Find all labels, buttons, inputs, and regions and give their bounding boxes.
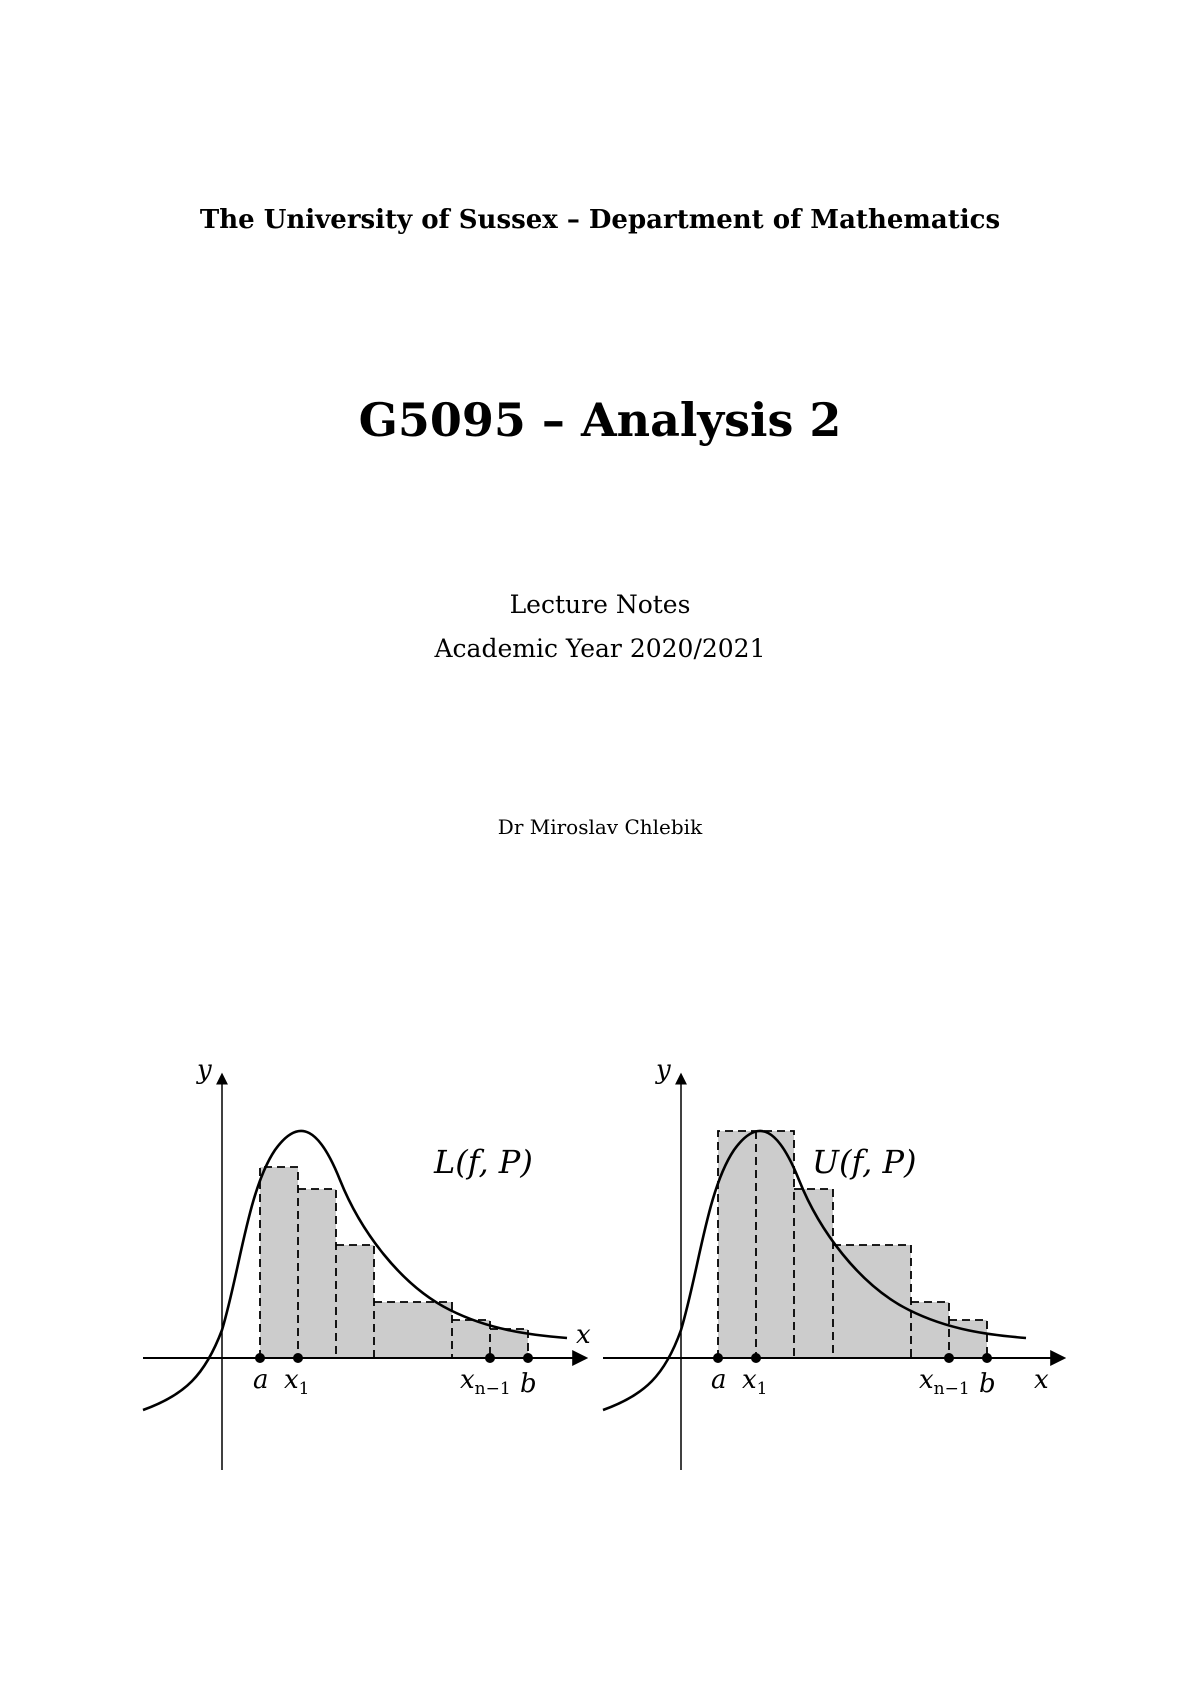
upper-y-axis-label: y [655,1055,671,1085]
lower-label-xn1: xn−1 [460,1365,511,1399]
lower-rect-4 [374,1302,452,1358]
upper-rect-4 [833,1245,911,1358]
upper-label-a: a [711,1365,727,1395]
upper-point-a [713,1353,723,1363]
lower-rect-3 [336,1245,374,1358]
lower-point-b [523,1353,533,1363]
upper-sum-label: U(f, P) [812,1143,917,1181]
upper-label-xn1: xn−1 [919,1365,970,1399]
upper-rect-1 [718,1131,756,1358]
upper-rect-5 [911,1302,949,1358]
upper-point-xn1 [944,1353,954,1363]
lower-rectangles [260,1167,528,1358]
lower-label-a: a [253,1365,269,1395]
upper-rect-2 [756,1131,794,1358]
lower-rect-5 [452,1320,490,1358]
upper-label-x1: x1 [742,1365,768,1399]
lower-label-x1: x1 [284,1365,310,1399]
course-title: G5095 – Analysis 2 [358,393,842,447]
upper-partition-points [713,1353,992,1363]
academic-year: Academic Year 2020/2021 [434,634,766,663]
lower-x-axis-label: x [576,1320,591,1350]
author-name: Dr Miroslav Chlebik [497,815,703,839]
upper-sum-diagram: y x U(f, P) a x1 xn−1 b [602,1055,1067,1470]
lower-sum-diagram: y x L(f, P) a x1 xn−1 b [142,1055,591,1470]
lower-point-xn1 [485,1353,495,1363]
lower-rect-2 [298,1189,336,1358]
upper-function-curve [602,1129,1027,1412]
lower-dashed-lines [259,1166,529,1358]
lower-rect-1 [260,1167,298,1358]
lower-point-x1 [293,1353,303,1363]
lower-label-b: b [520,1369,537,1399]
lower-partition-points [255,1353,533,1363]
upper-x-axis-label: x [1034,1365,1049,1395]
lower-function-curve [142,1129,568,1412]
upper-point-b [982,1353,992,1363]
lecture-notes-label: Lecture Notes [509,590,691,619]
upper-rect-6 [949,1320,987,1358]
lower-point-a [255,1353,265,1363]
upper-rect-3 [794,1189,833,1358]
lower-y-axis-label: y [196,1055,212,1085]
upper-point-x1 [751,1353,761,1363]
lower-sum-label: L(f, P) [433,1143,533,1181]
institution-heading: The University of Sussex – Department of… [199,205,1001,235]
upper-label-b: b [979,1369,996,1399]
